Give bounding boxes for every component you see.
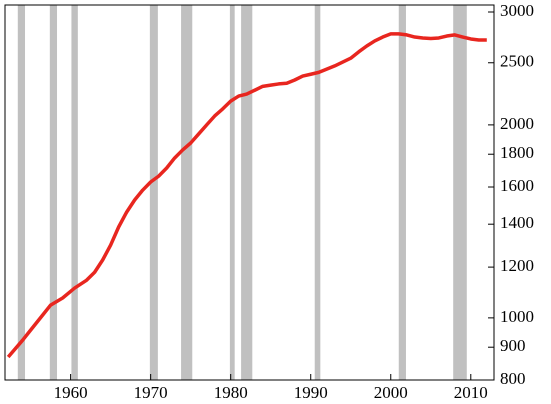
y-tick-label: 2000 bbox=[500, 114, 534, 133]
recession-band bbox=[71, 5, 78, 380]
y-tick-label: 2500 bbox=[500, 52, 534, 71]
y-tick-label: 900 bbox=[500, 336, 526, 355]
y-tick-label: 1000 bbox=[500, 307, 534, 326]
y-tick-label: 1400 bbox=[500, 213, 534, 232]
x-tick-label: 1960 bbox=[54, 383, 88, 402]
y-tick-label: 1200 bbox=[500, 256, 534, 275]
plot-frame bbox=[4, 4, 495, 381]
recession-band bbox=[181, 5, 193, 380]
recession-band bbox=[49, 5, 58, 380]
y-tick-label: 800 bbox=[500, 369, 526, 388]
x-tick-label: 1980 bbox=[214, 383, 248, 402]
recession-band bbox=[229, 5, 235, 380]
recession-band bbox=[398, 5, 406, 380]
x-tick-label: 1990 bbox=[294, 383, 328, 402]
y-tick-label: 1800 bbox=[500, 143, 534, 162]
x-tick-label: 2010 bbox=[454, 383, 488, 402]
y-tick-label: 1600 bbox=[500, 176, 534, 195]
recession-band bbox=[149, 5, 158, 380]
x-tick-label: 1970 bbox=[134, 383, 168, 402]
data-line bbox=[6, 32, 487, 359]
recession-band bbox=[241, 5, 253, 380]
x-tick-label: 2000 bbox=[374, 383, 408, 402]
y-tick-label: 3000 bbox=[500, 1, 534, 20]
recession-band bbox=[314, 5, 321, 380]
recession-band bbox=[453, 5, 467, 380]
recession-band bbox=[17, 5, 26, 380]
